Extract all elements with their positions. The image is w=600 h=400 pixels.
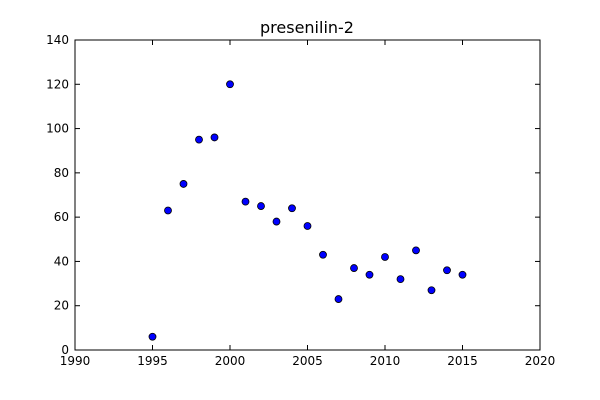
x-tick-label: 1995 (137, 354, 168, 368)
data-point (272, 217, 281, 226)
data-point (210, 133, 219, 142)
data-point (443, 266, 451, 275)
x-tick-label: 2005 (292, 354, 323, 368)
y-tick-label: 80 (54, 166, 69, 180)
chart-title: presenilin-2 (260, 18, 354, 37)
x-tick-label: 2010 (370, 354, 401, 368)
y-tick-label: 100 (46, 122, 69, 136)
data-point (319, 250, 327, 259)
y-tick-label: 0 (61, 343, 69, 357)
data-point (195, 135, 203, 144)
data-point (226, 80, 234, 89)
data-point (381, 253, 389, 261)
data-point (164, 206, 172, 215)
data-point (241, 197, 250, 206)
points-layer (148, 80, 467, 341)
data-point (350, 264, 358, 272)
data-point (334, 295, 343, 303)
y-tick-label: 60 (54, 210, 69, 224)
data-point (303, 222, 312, 230)
data-point (396, 275, 405, 284)
data-point (179, 180, 188, 188)
ticks-layer: 1990 1995 2000 2005 2010 2015 2020 0 20 40 60 80 100… (46, 33, 555, 368)
data-point (412, 246, 420, 255)
y-tick-label: 120 (46, 77, 69, 91)
data-point (148, 332, 157, 341)
x-tick-label: 2015 (447, 354, 478, 368)
data-point (288, 204, 296, 213)
data-point (458, 270, 467, 279)
x-tick-label: 1990 (60, 354, 91, 368)
data-point (257, 202, 265, 210)
y-tick-label: 40 (54, 254, 69, 268)
y-tick-label: 20 (54, 299, 69, 313)
x-tick-label: 2020 (525, 354, 556, 368)
x-tick-label: 2000 (215, 354, 246, 368)
y-tick-label: 140 (46, 33, 69, 47)
data-point (427, 286, 436, 295)
data-point (365, 270, 374, 279)
